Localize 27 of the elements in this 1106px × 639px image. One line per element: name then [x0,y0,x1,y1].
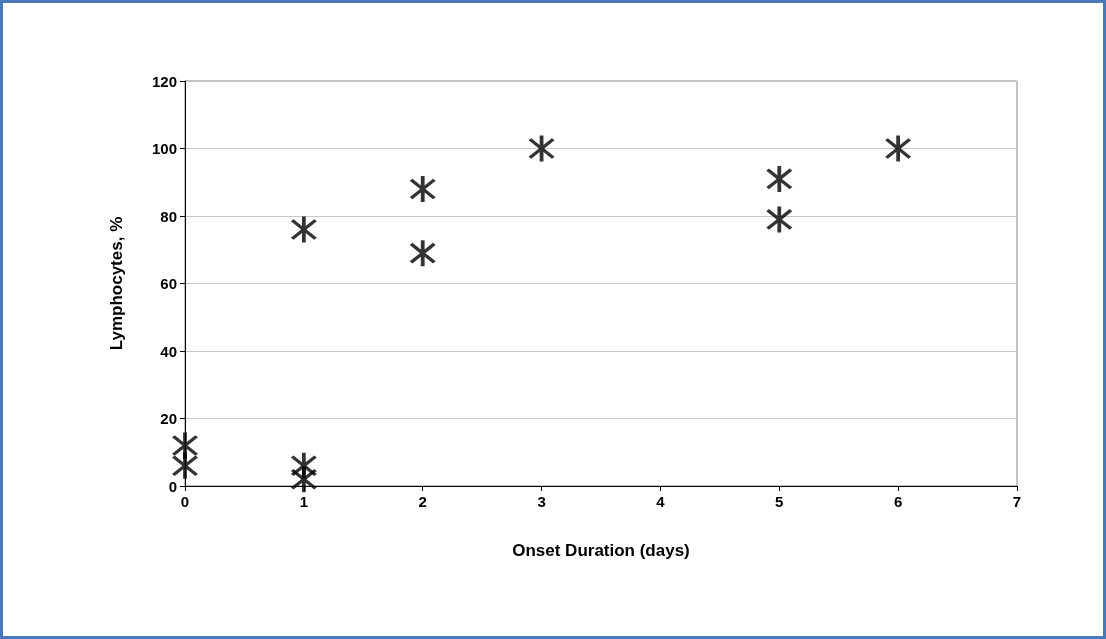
point [172,432,198,459]
y-tick-label: 20 [160,410,177,427]
y-tick-label: 80 [160,207,177,225]
x-tick-label: 2 [418,493,427,510]
y-tick-label: 40 [160,342,177,360]
y-axis-title: Lymphocytes, % [107,216,126,351]
point [172,452,198,479]
point [409,240,436,267]
x-tick-label: 3 [537,493,546,510]
x-tick-label: 1 [299,493,309,510]
y-tick-label: 120 [151,72,177,90]
x-tick-label: 0 [180,493,190,510]
y-tick-label: 100 [151,140,177,157]
point [766,206,793,233]
point [409,176,436,202]
x-tick-label: 5 [775,493,784,510]
y-tick-label: 60 [160,275,177,292]
point [290,466,317,493]
x-axis-title: Onset Duration (days) [512,541,690,560]
x-tick-label: 6 [893,493,903,510]
x-tick-label: 7 [1012,493,1022,510]
point [766,165,793,192]
point [290,216,317,243]
point [885,135,912,162]
point [528,135,555,162]
y-tick-label: 0 [168,477,177,495]
x-tick-label: 4 [656,493,666,510]
